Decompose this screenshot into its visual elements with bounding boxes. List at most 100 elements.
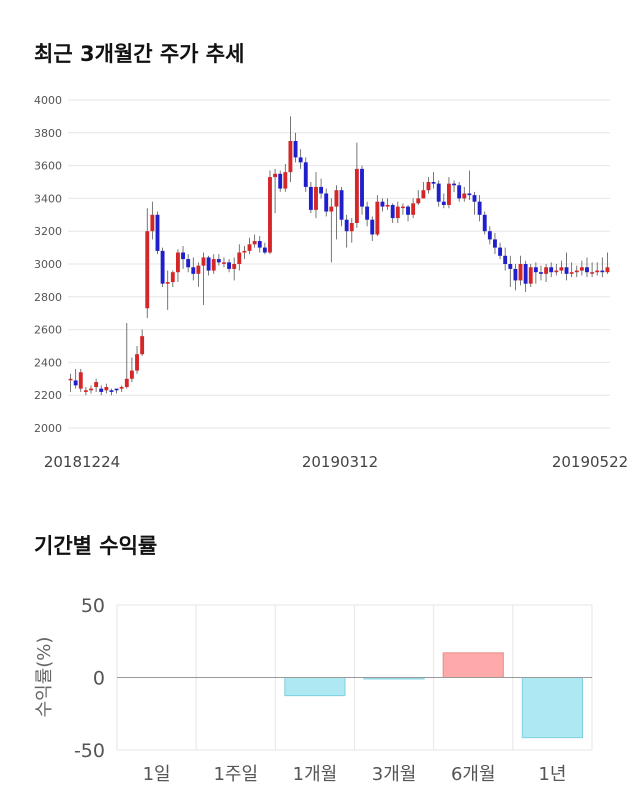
candle-body xyxy=(186,259,191,268)
candle-body xyxy=(549,267,554,273)
candle-body xyxy=(585,267,589,273)
y-tick-label: 3200 xyxy=(34,225,62,238)
candle-body xyxy=(273,173,278,178)
candle-body xyxy=(579,267,584,271)
candle-body xyxy=(431,182,436,184)
candle-body xyxy=(227,262,232,269)
candle-body xyxy=(211,259,216,271)
candle-body xyxy=(539,272,543,274)
candle-body xyxy=(252,241,257,245)
candle-body xyxy=(544,267,549,274)
candle-body xyxy=(482,214,487,232)
candle-body xyxy=(150,214,155,232)
candle-body xyxy=(314,186,318,210)
candle-body xyxy=(329,206,334,212)
x-tick-label: 1일 xyxy=(143,764,171,785)
candle-body xyxy=(222,262,226,264)
y-tick-label: 50 xyxy=(81,595,105,617)
candle-body xyxy=(370,219,375,235)
return-bar xyxy=(284,677,346,697)
candle-body xyxy=(283,172,288,189)
candle-body xyxy=(472,195,477,202)
candle-body xyxy=(365,206,370,220)
candle-body xyxy=(257,241,262,248)
candle-body xyxy=(216,259,221,263)
candle-body xyxy=(436,183,441,202)
candle-body xyxy=(493,239,497,248)
x-tick-label: 1주일 xyxy=(213,764,258,785)
candle-body xyxy=(554,270,559,273)
candle-body xyxy=(416,198,421,204)
candle-body xyxy=(298,157,303,163)
y-tick-label: 0 xyxy=(93,668,105,690)
y-tick-label: 2800 xyxy=(34,291,62,304)
x-tick-label: 1개월 xyxy=(293,764,338,785)
candle-body xyxy=(503,255,508,264)
candle-body xyxy=(135,354,139,371)
y-tick-label: 3600 xyxy=(34,160,62,173)
candle-body xyxy=(114,388,119,391)
y-tick-label: 2600 xyxy=(34,324,62,337)
x-tick-label: 20190312 xyxy=(302,453,378,471)
candle-body xyxy=(242,250,247,253)
candle-body xyxy=(477,201,482,215)
x-tick-label: 3개월 xyxy=(372,764,417,785)
candle-body xyxy=(129,370,134,379)
candle-body xyxy=(94,382,99,387)
candle-body xyxy=(303,162,308,187)
candle-body xyxy=(268,177,272,253)
x-tick-label: 1년 xyxy=(538,764,566,785)
candle-body xyxy=(467,193,472,196)
y-tick-label: 3000 xyxy=(34,258,62,271)
candle-body xyxy=(109,390,114,392)
candle-body xyxy=(559,267,564,271)
candle-body xyxy=(237,252,242,264)
x-tick-label: 20190522 xyxy=(552,453,628,471)
candle-body xyxy=(175,252,180,273)
candle-body xyxy=(119,387,124,389)
candle-body xyxy=(518,264,523,281)
candle-body xyxy=(395,206,400,219)
y-tick-label: 2000 xyxy=(34,422,62,435)
y-tick-label: 3400 xyxy=(34,192,62,205)
candle-body xyxy=(68,378,73,381)
candle-body xyxy=(380,201,385,207)
x-tick-label: 20181224 xyxy=(44,453,120,471)
returns-chart-title: 기간별 수익률 xyxy=(34,534,158,558)
candle-body xyxy=(288,141,293,173)
candlestick-chart: 2000 2200 2400 2600 2800 3000 3200 3400 3600 3800… xyxy=(34,94,628,471)
y-tick-label: 2400 xyxy=(34,356,62,369)
candle-body xyxy=(308,186,313,210)
candle-body xyxy=(462,193,467,199)
candle-body xyxy=(319,186,324,194)
candle-body xyxy=(232,264,237,269)
candle-body xyxy=(487,231,492,240)
candle-body xyxy=(160,250,165,284)
candle-body xyxy=(83,390,88,392)
candle-body xyxy=(262,247,267,253)
candle-body xyxy=(421,190,426,199)
candle-body xyxy=(140,336,145,355)
candle-body xyxy=(165,282,170,284)
candle-body xyxy=(191,267,196,274)
candle-body xyxy=(278,173,283,189)
candle-body xyxy=(574,270,579,273)
candle-body xyxy=(533,267,538,273)
candle-body xyxy=(513,268,518,281)
candle-body xyxy=(73,380,78,386)
candle-body xyxy=(339,190,344,220)
candle-body xyxy=(528,267,533,284)
candle-body xyxy=(498,247,503,256)
price-chart-title: 최근 3개월간 주가 추세 xyxy=(34,42,245,66)
candle-body xyxy=(457,185,462,199)
candle-body xyxy=(78,372,83,389)
y-axis-label: 수익률(%) xyxy=(34,637,55,718)
candle-body xyxy=(145,231,150,309)
candle-body xyxy=(400,206,405,209)
candle-body xyxy=(349,223,354,232)
candle-body xyxy=(605,267,610,273)
candle-body xyxy=(206,257,211,271)
candle-body xyxy=(452,183,456,186)
candle-body xyxy=(324,193,329,212)
candle-body xyxy=(441,201,446,205)
